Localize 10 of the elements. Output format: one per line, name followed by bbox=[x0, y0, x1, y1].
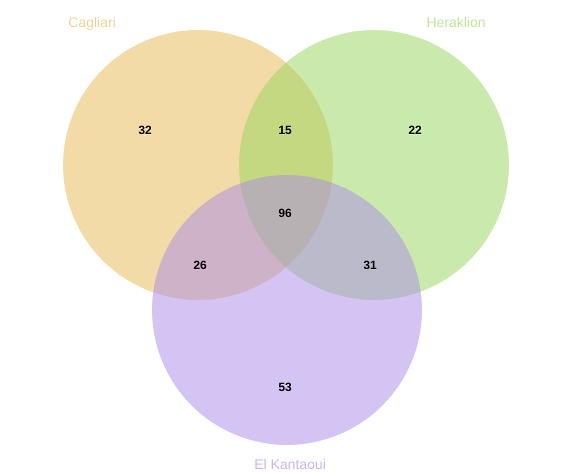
text: El Kantaoui bbox=[254, 456, 326, 472]
data-label: 96 bbox=[278, 206, 292, 220]
data-label: 32 bbox=[138, 123, 152, 137]
data-label: 31 bbox=[363, 258, 377, 272]
text: Heraklion bbox=[426, 14, 486, 30]
text: Cagliari bbox=[68, 14, 116, 30]
data-label: 53 bbox=[278, 380, 292, 394]
data-label: 15 bbox=[278, 123, 292, 137]
data-label: 26 bbox=[193, 258, 207, 272]
data-label: 22 bbox=[408, 123, 422, 137]
